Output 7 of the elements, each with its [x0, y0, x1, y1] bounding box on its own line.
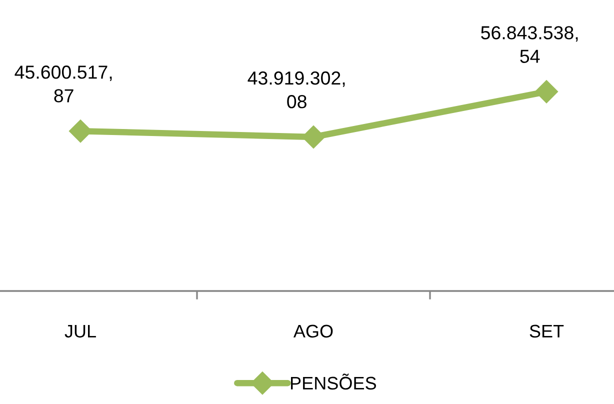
data-label: 56.843.538,54 — [481, 26, 578, 63]
x-tick-label: AGO — [293, 324, 333, 338]
x-tick-label: SET — [530, 324, 564, 338]
legend-label: PENSÕES — [291, 374, 376, 390]
x-tick-label: JUL — [64, 324, 96, 338]
data-label: 43.919.302,08 — [248, 71, 345, 108]
data-label: 45.600.517,87 — [14, 66, 112, 102]
